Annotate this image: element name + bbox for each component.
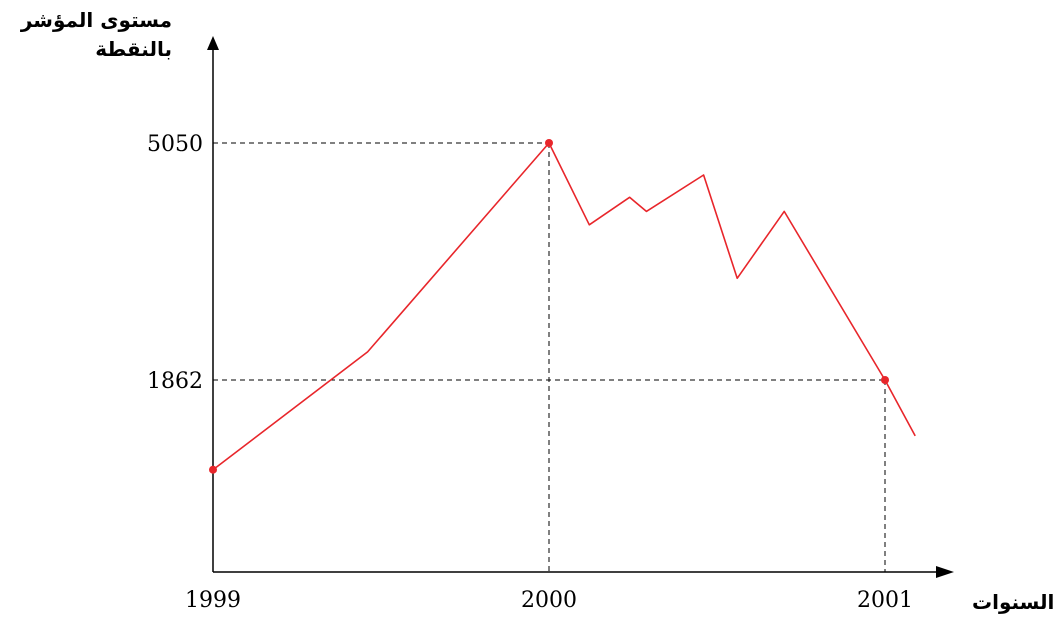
series-line xyxy=(212,142,916,471)
axes xyxy=(207,36,954,578)
data-point-marker xyxy=(881,376,889,384)
highlight-markers xyxy=(209,139,889,474)
tick-labels: 5050 1862 1999 2000 2001 xyxy=(147,132,913,613)
series-lines xyxy=(212,142,916,471)
x-tick-label: 1999 xyxy=(185,588,241,613)
y-axis-arrow xyxy=(207,36,219,50)
x-tick-label: 2000 xyxy=(521,588,577,613)
y-axis-title-line-2: بالنقطة xyxy=(95,37,172,61)
x-axis-title: السنوات xyxy=(972,590,1055,614)
x-axis-arrow xyxy=(936,566,954,578)
data-point-marker xyxy=(545,139,553,147)
y-axis-title: مستوى المؤشر بالنقطة xyxy=(21,6,172,64)
y-tick-label: 1862 xyxy=(147,369,203,394)
x-tick-label: 2001 xyxy=(857,588,913,613)
y-tick-label: 5050 xyxy=(147,132,203,157)
reference-lines xyxy=(213,142,886,572)
y-axis-title-line-1: مستوى المؤشر xyxy=(20,8,172,32)
data-point-marker xyxy=(209,465,217,474)
